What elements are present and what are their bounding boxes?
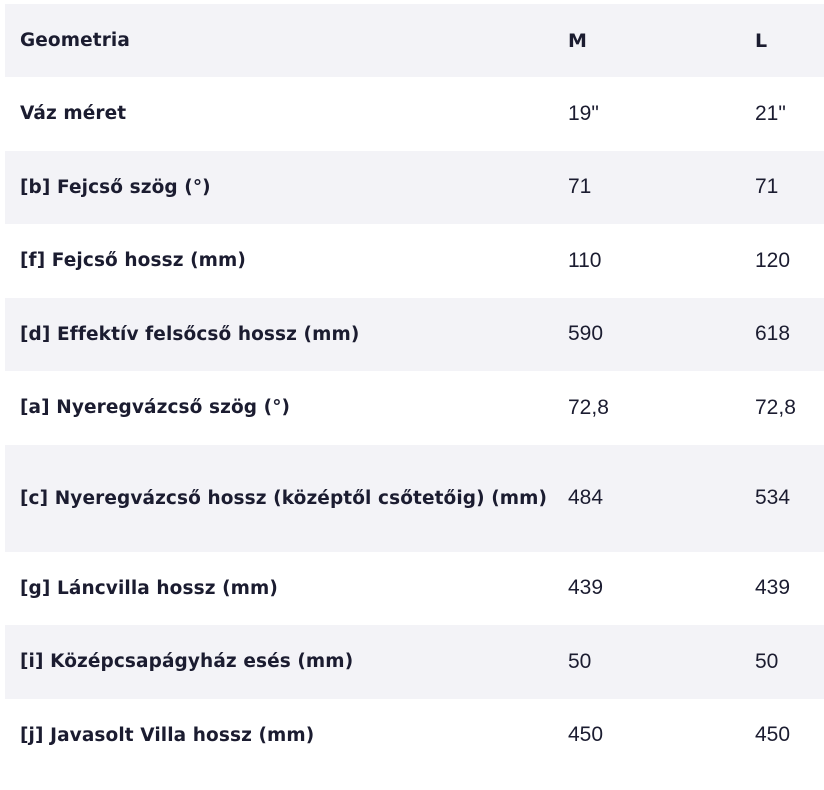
row-value-m: 71 [568,175,592,199]
header-geometry-label: Geometria [20,30,130,51]
row-value-m: 19" [568,101,599,125]
row-label: [g] Láncvilla hossz (mm) [20,577,278,599]
table-row: [f] Fejcső hossz (mm) 110 120 [5,224,824,298]
table-row: [i] Középcsapágyház esés (mm) 50 50 [5,625,824,699]
row-value-m: 439 [568,576,604,600]
row-value-l: 71 [755,175,779,199]
row-label: [f] Fejcső hossz (mm) [20,250,246,272]
row-value-l: 450 [755,723,791,747]
row-label: [i] Középcsapágyház esés (mm) [20,651,354,673]
table-header-row: Geometria M L [5,4,824,77]
row-value-l: 534 [755,486,791,509]
table-row: Váz méret 19" 21" [5,77,824,151]
row-value-l: 21" [755,101,786,125]
table-row: [g] Láncvilla hossz (mm) 439 439 [5,552,824,626]
table-row: [d] Effektív felsőcső hossz (mm) 590 618 [5,297,824,371]
row-value-l: 50 [755,649,779,673]
table-row: [b] Fejcső szög (°) 71 71 [5,150,824,224]
row-value-m: 110 [568,248,602,272]
row-value-m: 50 [568,649,592,673]
row-value-l: 72,8 [755,395,796,419]
row-label: Váz méret [20,103,127,125]
row-value-l: 439 [755,576,791,600]
row-value-m: 72,8 [568,395,609,419]
row-value-m: 590 [568,322,604,346]
table-row: [a] Nyeregvázcső szög (°) 72,8 72,8 [5,371,824,445]
row-label: [j] Javasolt Villa hossz (mm) [20,724,315,746]
row-value-l: 120 [755,248,791,272]
header-size-m: M [568,29,587,52]
row-value-m: 484 [568,486,604,509]
geometry-table: Geometria M L Váz méret 19" 21" [b] Fejc… [5,4,824,772]
header-size-l: L [755,29,768,52]
row-label: [d] Effektív felsőcső hossz (mm) [20,323,360,345]
row-value-l: 618 [755,322,791,346]
row-label: [a] Nyeregvázcső szög (°) [20,397,291,419]
row-label: [c] Nyeregvázcső hossz (középtől csőtető… [20,487,548,509]
table-row: [j] Javasolt Villa hossz (mm) 450 450 [5,699,824,773]
row-value-m: 450 [568,723,604,747]
row-label: [b] Fejcső szög (°) [20,176,211,198]
table-row: [c] Nyeregvázcső hossz (középtől csőtető… [5,444,824,552]
